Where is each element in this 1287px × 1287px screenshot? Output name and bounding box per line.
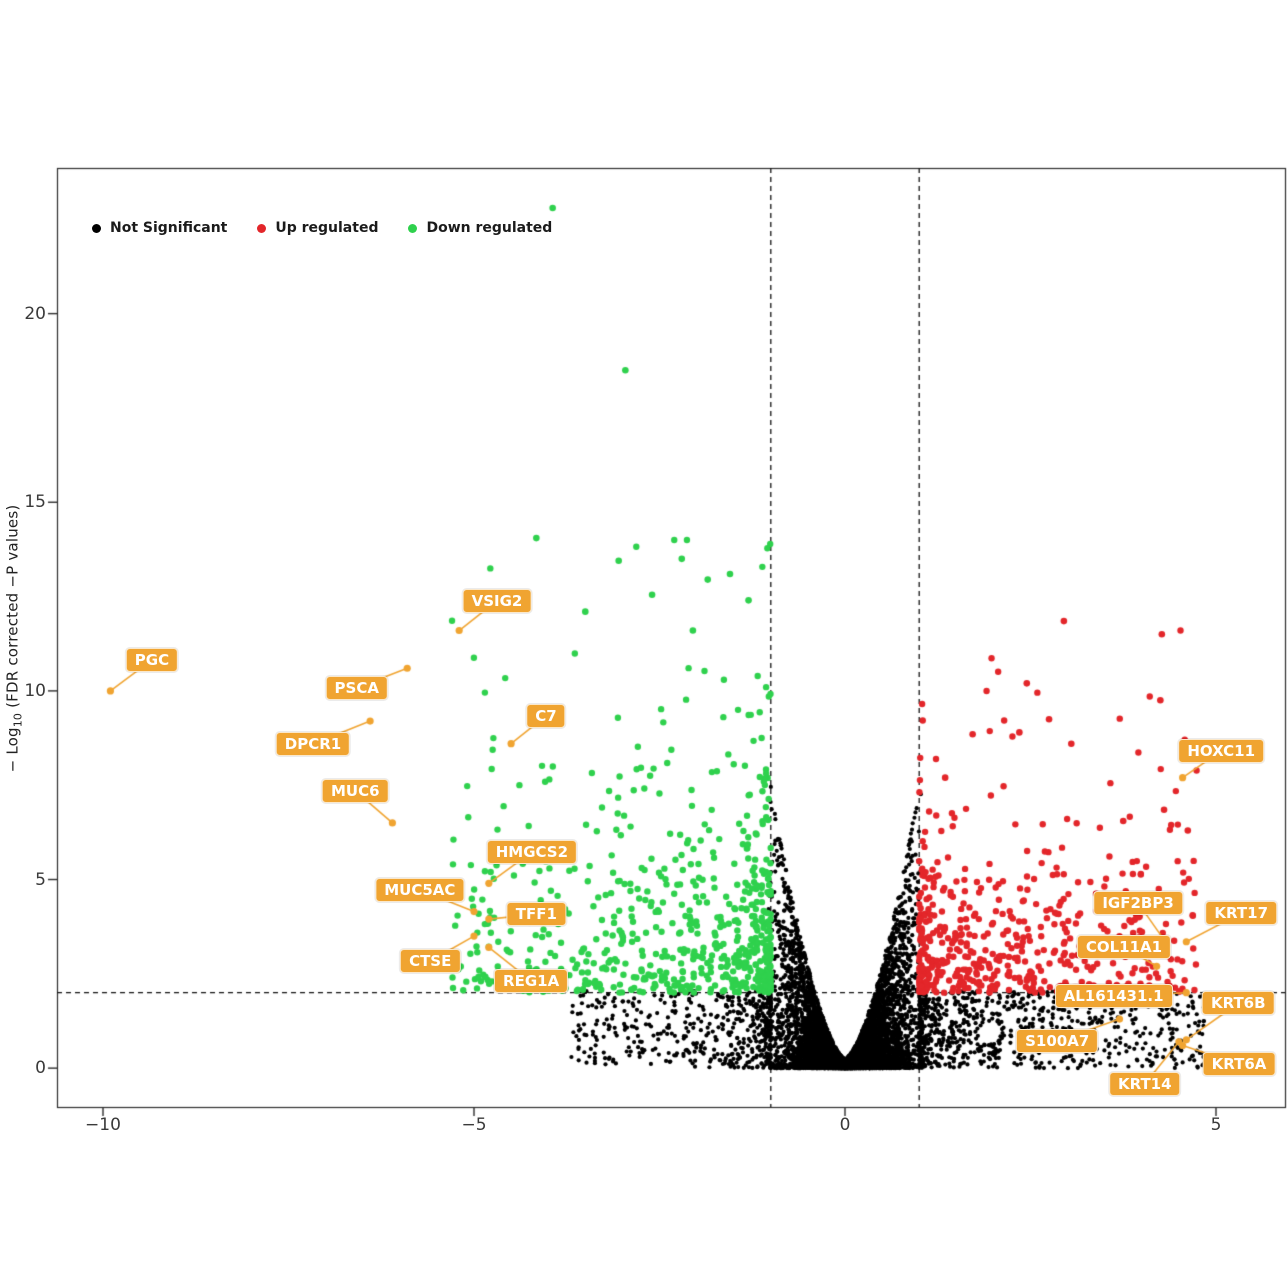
legend-label-not-significant: Not Significant [110,220,228,236]
gene-label-HMGCS2: HMGCS2 [486,839,578,864]
gene-label-COL11A1: COL11A1 [1076,935,1172,960]
gene-label-REG1A: REG1A [494,968,569,993]
x-tick-label: 0 [839,1115,851,1135]
gene-label-KRT6A: KRT6A [1202,1051,1276,1076]
y-tick-label: 5 [35,869,46,890]
gene-label-PSCA: PSCA [325,675,388,700]
gene-label-MUC5AC: MUC5AC [375,878,465,903]
gene-label-KRT17: KRT17 [1205,901,1278,926]
gene-label-VSIG2: VSIG2 [462,588,532,613]
gene-label-C7: C7 [526,703,566,728]
legend-item-up-regulated: Up regulated [257,220,378,236]
y-axis-title-subscript: 10 [11,712,25,728]
gene-label-S100A7: S100A7 [1016,1028,1099,1053]
legend-dot-not-significant [92,223,101,233]
gene-label-KRT14: KRT14 [1108,1071,1181,1096]
gene-label-KRT6B: KRT6B [1201,991,1275,1016]
y-tick-label: 15 [24,492,46,513]
gene-label-AL161431.1: AL161431.1 [1054,984,1173,1009]
y-axis-title: − Log10 (FDR corrected −P values) [4,339,25,939]
y-axis-title-text: − Log [3,727,22,773]
y-tick-label: 20 [24,303,46,324]
gene-label-CTSE: CTSE [400,949,461,973]
legend-dot-down-regulated [408,223,418,233]
legend: Not Significant Up regulated Down regulate… [92,220,552,236]
x-tick-label: 5 [1210,1115,1222,1135]
y-tick-label: 10 [24,680,46,701]
gene-label-PGC: PGC [125,647,179,672]
legend-item-down-regulated: Down regulated [408,220,552,236]
gene-label-MUC6: MUC6 [322,778,389,803]
gene-label-TFF1: TFF1 [506,902,566,927]
x-tick-label: −10 [85,1115,121,1135]
legend-label-down-regulated: Down regulated [426,220,553,236]
gene-label-IGF2BP3: IGF2BP3 [1093,890,1183,915]
x-tick-label: −5 [461,1115,487,1135]
legend-item-not-significant: Not Significant [92,220,227,236]
legend-dot-up-regulated [257,223,267,233]
gene-label-HOXC11: HOXC11 [1178,738,1265,763]
y-tick-label: 0 [35,1058,46,1079]
legend-label-up-regulated: Up regulated [275,220,379,236]
gene-label-DPCR1: DPCR1 [275,732,351,757]
